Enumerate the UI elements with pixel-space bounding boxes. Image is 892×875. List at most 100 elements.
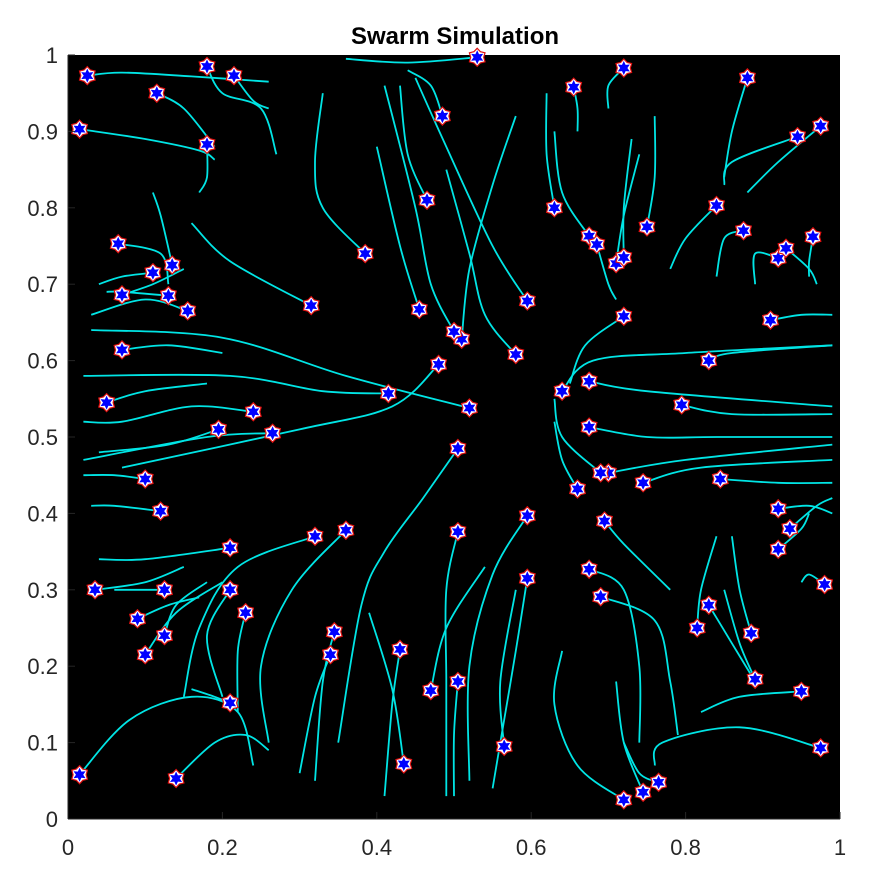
agent-trail — [700, 690, 802, 713]
agent-marker — [777, 238, 795, 259]
agent-star-icon — [170, 771, 183, 786]
agent-star-icon — [420, 193, 433, 208]
agent-marker — [221, 579, 239, 600]
agent-star-icon — [324, 647, 337, 662]
agent-trail — [681, 404, 833, 416]
agent-trail — [121, 344, 223, 354]
agent-marker — [580, 417, 598, 437]
agent-trail — [78, 695, 255, 776]
agent-marker — [568, 479, 587, 499]
agent-star-icon — [447, 324, 461, 339]
chart-title: Swarm Simulation — [351, 23, 559, 50]
agent-star-icon — [328, 624, 341, 639]
agent-star-icon — [691, 621, 704, 635]
agent-star-icon — [397, 757, 410, 771]
agent-star-icon — [640, 219, 654, 234]
agent-marker — [221, 537, 239, 558]
agent-marker — [769, 498, 787, 519]
agent-marker — [163, 255, 181, 275]
agent-trail — [345, 56, 478, 64]
agent-trail — [444, 531, 459, 797]
agent-trail — [568, 315, 625, 384]
agent-marker — [244, 401, 262, 422]
agent-trail — [152, 192, 174, 266]
agent-star-icon — [617, 792, 630, 807]
agent-star-icon — [509, 347, 522, 362]
agent-trail — [445, 169, 517, 356]
agent-trail — [314, 93, 366, 255]
agent-marker — [592, 463, 610, 483]
agent-marker — [155, 625, 174, 646]
agent-marker — [113, 340, 131, 360]
agent-marker — [707, 195, 726, 216]
agent-marker — [86, 579, 104, 600]
agent-marker — [136, 644, 154, 665]
agent-star-icon — [158, 582, 171, 597]
agent-marker — [742, 623, 760, 644]
agent-star-icon — [637, 785, 650, 800]
agent-trail — [723, 589, 756, 680]
y-tick-label: 0.3 — [27, 578, 58, 603]
x-tick-label: 0.4 — [362, 835, 393, 860]
agent-star-icon — [795, 684, 808, 699]
y-tick-label: 0 — [46, 807, 58, 832]
agent-marker — [468, 47, 486, 68]
agent-trail — [708, 604, 756, 682]
agent-trail — [175, 733, 270, 780]
agent-star-icon — [637, 475, 650, 490]
agent-star-icon — [73, 122, 86, 137]
agent-star-icon — [471, 50, 484, 65]
agent-marker — [410, 299, 428, 320]
agent-star-icon — [791, 129, 804, 144]
agent-marker — [781, 518, 799, 539]
x-tick-label: 0.6 — [516, 835, 547, 860]
agent-trail — [83, 373, 389, 395]
agent-star-icon — [818, 577, 831, 592]
agent-trail — [182, 535, 316, 697]
agent-star-icon — [548, 200, 561, 215]
agent-marker — [634, 472, 652, 493]
agent-marker — [650, 772, 668, 793]
agent-trail — [746, 125, 822, 194]
agent-star-icon — [432, 357, 445, 372]
agent-star-icon — [737, 223, 750, 238]
agent-marker — [460, 398, 478, 418]
agent-trail — [206, 589, 231, 698]
agent-trail — [94, 566, 185, 591]
y-tick-label: 0.1 — [27, 731, 58, 756]
agent-star-icon — [498, 739, 511, 754]
agent-trail — [298, 654, 332, 774]
agent-marker — [445, 321, 463, 342]
agent-marker — [306, 526, 324, 547]
agent-star-icon — [590, 237, 603, 252]
agent-star-icon — [521, 571, 534, 586]
agent-trail — [622, 138, 633, 258]
agent-star-icon — [162, 288, 175, 303]
agent-marker — [580, 371, 598, 392]
agent-marker — [198, 56, 216, 77]
agent-star-icon — [602, 465, 615, 480]
agent-trail — [600, 595, 679, 736]
agent-marker — [595, 511, 614, 531]
agent-marker — [761, 310, 780, 330]
agent-marker — [152, 501, 170, 521]
agent-marker — [673, 395, 691, 415]
agent-star-icon — [116, 342, 129, 357]
agent-marker — [71, 119, 89, 139]
agent-marker — [449, 521, 467, 542]
agent-star-icon — [166, 258, 179, 273]
agent-star-icon — [610, 256, 623, 271]
agent-marker — [144, 262, 162, 283]
agent-marker — [615, 790, 633, 810]
agent-trail — [91, 329, 470, 409]
agent-marker — [769, 539, 787, 560]
agent-trail — [499, 589, 517, 747]
y-tick-label: 0.9 — [27, 119, 58, 144]
agent-star-icon — [81, 68, 94, 83]
agent-star-icon — [451, 441, 464, 456]
agent-trail — [206, 66, 278, 155]
agent-marker — [615, 247, 633, 268]
agent-trail — [452, 681, 459, 797]
agent-trail — [399, 85, 428, 201]
agent-marker — [495, 736, 513, 757]
